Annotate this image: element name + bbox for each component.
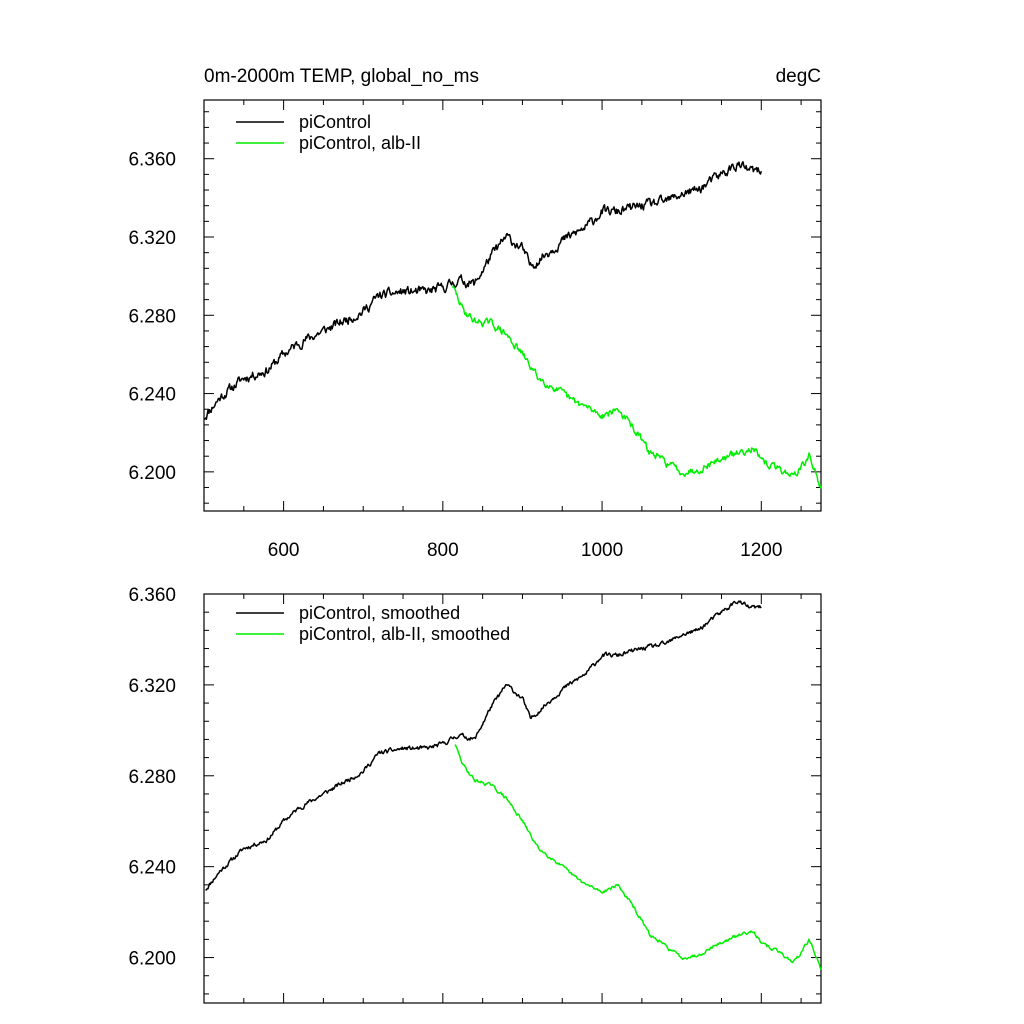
- chart-title: 0m-2000m TEMP, global_no_ms: [204, 66, 479, 87]
- y-tick-label: 6.240: [128, 385, 176, 406]
- series-line-piControl: [203, 161, 763, 420]
- x-tick-label: 1200: [740, 540, 782, 561]
- y-tick-label: 6.320: [128, 676, 176, 697]
- y-tick-label: 6.360: [128, 150, 176, 171]
- legend-label-alb-II: piControl, alb-II: [299, 133, 421, 153]
- y-tick-label: 6.320: [128, 228, 176, 249]
- y-tick-label: 6.360: [128, 585, 176, 606]
- series-line-piControl: [205, 600, 762, 891]
- y-tick-label: 6.240: [128, 858, 176, 879]
- top-panel: 600 800 1000 12006.2006.2406.2806.3206.360 …: [128, 99, 822, 561]
- x-tick-label: 1000: [581, 540, 623, 561]
- units-label: degC: [776, 66, 821, 87]
- bottom-panel: 6.200 6.240 6.280 6.320 6.360 piControl, smo…: [128, 585, 822, 1004]
- x-tick-label: 800: [427, 540, 459, 561]
- series-line-alb-II: [454, 744, 822, 970]
- series-lines: [205, 600, 822, 970]
- y-tick-label: 6.280: [128, 306, 176, 327]
- legend-label-piControl: piControl: [299, 112, 371, 132]
- axis-ticks: 6.200 6.240 6.280 6.320 6.360: [128, 585, 821, 1003]
- legend-label-piControl-smoothed: piControl, smoothed: [299, 603, 460, 623]
- y-tick-label: 6.200: [128, 949, 176, 970]
- series-line-alb-II: [451, 285, 822, 489]
- series-lines: [203, 161, 822, 489]
- legend: piControl piControl, alb-II: [236, 112, 421, 153]
- y-tick-label: 6.200: [128, 463, 176, 484]
- plot-frame: [203, 99, 822, 512]
- legend: piControl, smoothed piControl, alb-II, s…: [236, 603, 510, 644]
- axis-ticks: 600 800 1000 1200 6.200 6.240 6.280 6.320 6.360: [128, 100, 821, 561]
- x-tick-label: 600: [268, 540, 300, 561]
- legend-label-alb-II-smoothed: piControl, alb-II, smoothed: [299, 624, 510, 644]
- plot-frame: [203, 593, 822, 1004]
- y-tick-label: 6.280: [128, 767, 176, 788]
